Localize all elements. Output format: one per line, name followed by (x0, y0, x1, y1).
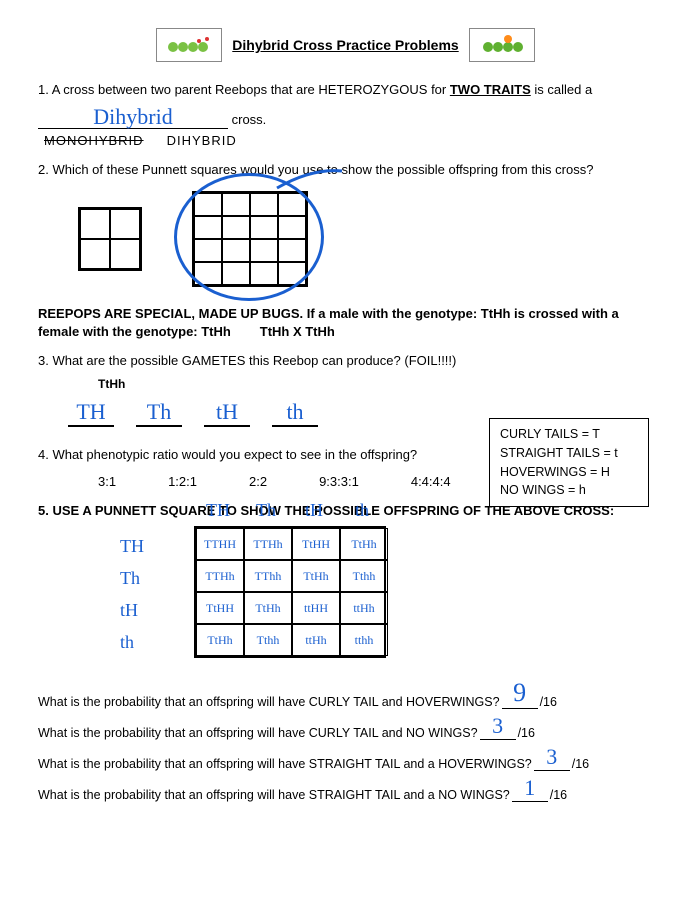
top-3: th (338, 500, 386, 521)
arrow-annotation-icon (272, 163, 352, 193)
ratio-3: 9:3:3:1 (319, 474, 359, 489)
punnett-top-labels: TH Th tH th (194, 500, 386, 521)
cell-2-1: TtHh (244, 592, 292, 624)
cell-2-2: ttHH (292, 592, 340, 624)
prob-a1: 9 (502, 678, 538, 709)
gamete-3: tH (204, 399, 250, 427)
prob-line-1: What is the probability that an offsprin… (38, 678, 653, 709)
prob-q3: What is the probability that an offsprin… (38, 757, 532, 771)
bug-right-icon (469, 28, 535, 62)
ratios-row: 3:1 1:2:1 2:2 9:3:3:1 4:4:4:4 (98, 474, 653, 489)
special-cross: TtHh X TtHh (260, 324, 335, 339)
special-note: REEPOPS ARE SPECIAL, MADE UP BUGS. If a … (38, 305, 653, 341)
cell-0-3: TtHh (340, 528, 388, 560)
probability-section: What is the probability that an offsprin… (38, 678, 653, 802)
trait-legend: CURLY TAILS = T STRAIGHT TAILS = t HOVER… (489, 418, 649, 507)
q1-options: MONOHYBRID DIHYBRID (44, 133, 653, 148)
cell-1-1: TThh (244, 560, 292, 592)
worksheet-header: Dihybrid Cross Practice Problems (38, 28, 653, 62)
prob-d3: /16 (572, 757, 589, 771)
q1-option-monohybrid: MONOHYBRID (44, 133, 144, 148)
q1-text-a: 1. A cross between two parent Reebops th… (38, 82, 450, 97)
q1-text-b: is called a (531, 82, 592, 97)
prob-q2: What is the probability that an offsprin… (38, 726, 478, 740)
legend-straight: STRAIGHT TAILS = t (500, 444, 638, 463)
legend-curly: CURLY TAILS = T (500, 425, 638, 444)
ratio-1: 1:2:1 (168, 474, 197, 489)
q1-option-dihybrid: DIHYBRID (167, 133, 237, 148)
punnett-grid: TTHH TTHh TtHH TtHh TTHh TThh TtHh Tthh … (194, 526, 386, 658)
top-0: TH (194, 500, 242, 521)
question-3: 3. What are the possible GAMETES this Re… (38, 351, 653, 371)
prob-line-3: What is the probability that an offsprin… (38, 744, 653, 771)
prob-line-2: What is the probability that an offsprin… (38, 713, 653, 740)
bug-left-icon (156, 28, 222, 62)
special-line1: REEPOPS ARE SPECIAL, MADE UP BUGS. If a … (38, 306, 619, 321)
prob-d2: /16 (518, 726, 535, 740)
prob-q4: What is the probability that an offsprin… (38, 788, 510, 802)
top-2: tH (290, 500, 338, 521)
cell-1-3: Tthh (340, 560, 388, 592)
ratio-0: 3:1 (98, 474, 116, 489)
prob-line-4: What is the probability that an offsprin… (38, 775, 653, 802)
ratio-2: 2:2 (249, 474, 267, 489)
gamete-4: th (272, 399, 318, 427)
q1-answer-line: Dihybrid cross. (38, 106, 653, 129)
cell-0-2: TtHH (292, 528, 340, 560)
cell-2-3: ttHh (340, 592, 388, 624)
q3-label: TtHh (98, 377, 653, 391)
question-1: 1. A cross between two parent Reebops th… (38, 80, 653, 100)
ratio-4: 4:4:4:4 (411, 474, 451, 489)
grid-2x2 (78, 207, 142, 271)
grid-4x4-wrap (192, 191, 308, 287)
prob-a2: 3 (480, 713, 516, 740)
punnett-left-labels: TH Th tH th (120, 530, 144, 658)
cell-2-0: TtHH (196, 592, 244, 624)
q1-two-traits: TWO TRAITS (450, 82, 531, 97)
cell-1-0: TTHh (196, 560, 244, 592)
left-0: TH (120, 530, 144, 562)
gamete-1: TH (68, 399, 114, 427)
cell-3-0: TtHh (196, 624, 244, 656)
left-3: th (120, 626, 144, 658)
prob-d4: /16 (550, 788, 567, 802)
prob-q1: What is the probability that an offsprin… (38, 695, 500, 709)
q1-answer: Dihybrid (38, 106, 228, 129)
cell-0-0: TTHH (196, 528, 244, 560)
punnett-square: TH Th tH th TH Th tH th TTHH TTHh TtHH T… (158, 526, 653, 658)
gamete-2: Th (136, 399, 182, 427)
left-1: Th (120, 562, 144, 594)
worksheet-title: Dihybrid Cross Practice Problems (232, 37, 458, 53)
prob-d1: /16 (540, 695, 557, 709)
q1-suffix: cross. (228, 112, 266, 127)
cell-3-1: Tthh (244, 624, 292, 656)
cell-0-1: TTHh (244, 528, 292, 560)
top-1: Th (242, 500, 290, 521)
left-2: tH (120, 594, 144, 626)
cell-1-2: TtHh (292, 560, 340, 592)
cell-3-2: ttHh (292, 624, 340, 656)
cell-3-3: tthh (340, 624, 388, 656)
prob-a3: 3 (534, 744, 570, 771)
prob-a4: 1 (512, 775, 548, 802)
punnett-options-row (78, 191, 653, 287)
special-line2: female with the genotype: TtHh (38, 324, 231, 339)
